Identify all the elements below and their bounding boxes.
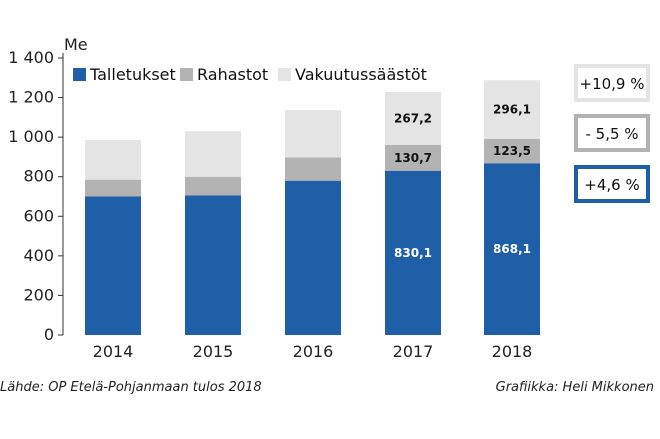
graphics-credit: Grafiikka: Heli Mikkonen (495, 380, 654, 395)
bar-rahastot-2018 (484, 138, 540, 164)
y-tick-label: 600 (23, 206, 54, 225)
bar-rahastot-2017 (385, 144, 441, 171)
bar-talletukset-2018 (484, 163, 540, 335)
change-label: +4,6 % (584, 176, 639, 194)
legend-swatch (180, 68, 193, 81)
bar-rahastot-2016 (285, 157, 341, 181)
x-tick-label: 2017 (393, 342, 434, 361)
y-tick-label: 400 (23, 246, 54, 265)
source-note: Lähde: OP Etelä-Pohjanmaan tulos 2018 (0, 380, 262, 395)
y-tick-label: 200 (23, 285, 54, 304)
change-label: - 5,5 % (585, 125, 638, 143)
legend-entry: Talletukset (89, 65, 176, 84)
bar-talletukset-2017 (385, 170, 441, 335)
bar-rahastot-2015 (185, 176, 241, 196)
bar-talletukset-2015 (185, 195, 241, 335)
legend-entry: Vakuutussäästöt (295, 65, 427, 84)
bar-rahastot-2014 (85, 179, 141, 197)
bar-talletukset-2016 (285, 180, 341, 335)
change-label: +10,9 % (580, 75, 645, 93)
bar-vakuutussstt-2017 (385, 92, 441, 145)
data-label: 123,5 (493, 144, 531, 158)
y-tick-label: 800 (23, 167, 54, 186)
bar-vakuutussstt-2016 (285, 110, 341, 158)
y-tick-label: 1 000 (8, 127, 54, 146)
bar-vakuutussstt-2015 (185, 131, 241, 177)
y-tick-label: 1 400 (8, 48, 54, 67)
x-tick-label: 2018 (492, 342, 533, 361)
data-label: 868,1 (493, 242, 531, 256)
change-box (574, 114, 650, 152)
y-tick-label: 0 (44, 325, 54, 344)
bar-vakuutussstt-2014 (85, 140, 141, 180)
data-label: 267,2 (394, 111, 432, 125)
data-label: 130,7 (394, 151, 432, 165)
data-label: 296,1 (493, 103, 531, 117)
data-label: 830,1 (394, 246, 432, 260)
x-tick-label: 2016 (293, 342, 334, 361)
bar-vakuutussstt-2018 (484, 80, 540, 139)
legend-swatch (278, 68, 291, 81)
change-box (574, 64, 650, 102)
bar-talletukset-2014 (85, 196, 141, 335)
y-tick-label: 1 200 (8, 88, 54, 107)
stacked-bar-chart: 0 200 400 600 800 1 000 1 200 1 400 Me 2014 2015 20… (8, 35, 650, 361)
x-tick-label: 2014 (93, 342, 134, 361)
y-unit-label: Me (64, 35, 88, 54)
change-box (574, 165, 650, 203)
x-tick-label: 2015 (193, 342, 234, 361)
legend-swatch (73, 68, 86, 81)
legend-entry: Rahastot (197, 65, 268, 84)
